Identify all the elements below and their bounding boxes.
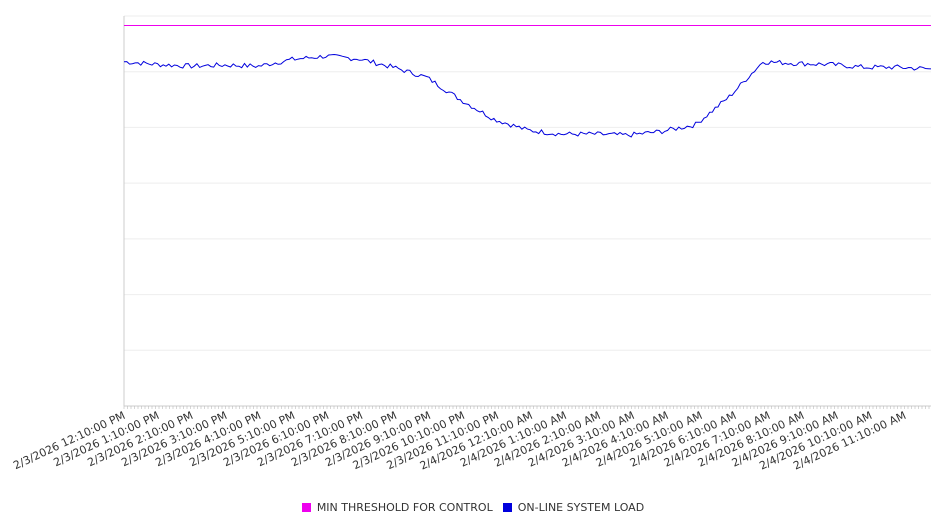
legend-item-system-load[interactable]: ON-LINE SYSTEM LOAD [502, 500, 645, 514]
legend-swatch-system-load [502, 502, 512, 512]
series-lines [123, 25, 932, 138]
legend-item-threshold[interactable]: MIN THRESHOLD FOR CONTROL [301, 500, 493, 514]
legend-label-threshold: MIN THRESHOLD FOR CONTROL [316, 500, 493, 514]
legend: MIN THRESHOLD FOR CONTROL ON-LINE SYSTEM… [0, 498, 946, 516]
legend-label-system-load: ON-LINE SYSTEM LOAD [517, 500, 645, 514]
legend-swatch-threshold [301, 502, 311, 512]
x-tick-labels: 2/3/2026 12:10:00 PM2/3/2026 1:10:00 PM2… [11, 409, 908, 473]
gridlines [124, 15, 931, 351]
series-line-system-load [123, 53, 932, 138]
x-minor-ticks [123, 406, 930, 409]
